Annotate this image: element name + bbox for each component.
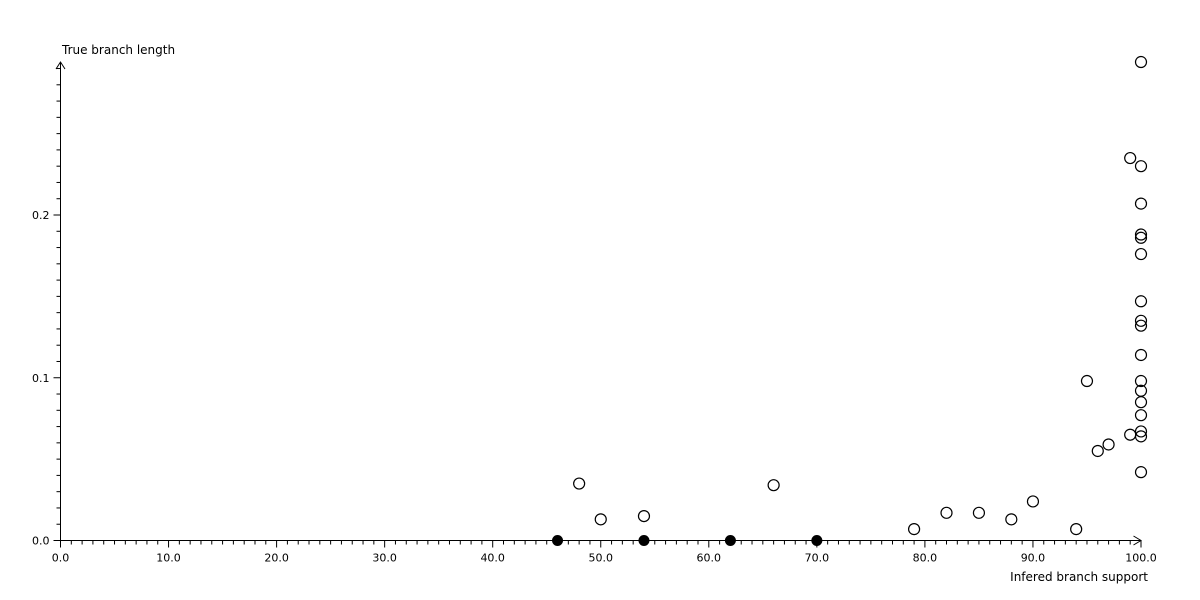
data-point-open — [767, 479, 780, 492]
data-point-open — [1134, 160, 1148, 173]
data-point-open — [1124, 428, 1137, 441]
data-point-open — [1134, 231, 1148, 244]
x-axis-ticks — [60, 540, 1142, 548]
data-points — [552, 55, 1148, 546]
x-axis-tick-labels: 0.0 10.0 20.0 30.0 40.0 50.0 60.0 70.0 80.0 90.0 1… — [52, 552, 1157, 565]
x-tick-label: 50.0 — [589, 552, 614, 565]
y-tick-label: 0.2 — [32, 209, 50, 222]
y-axis-ticks — [53, 68, 61, 541]
x-tick-label: 10.0 — [156, 552, 181, 565]
data-point-open — [1026, 495, 1040, 508]
data-point-open — [1134, 319, 1148, 332]
x-tick-label: 90.0 — [1021, 552, 1046, 565]
y-axis-tick-labels: 0.0 0.1 0.2 — [32, 209, 50, 548]
data-point-open — [940, 506, 953, 519]
data-point-open — [1005, 513, 1018, 526]
data-point-filled — [724, 535, 736, 546]
data-point-open — [1134, 247, 1148, 261]
data-point-open — [1134, 466, 1148, 479]
x-axis-title: Infered branch support — [1010, 570, 1148, 584]
data-point-filled — [552, 535, 564, 546]
data-point-filled — [638, 535, 650, 546]
x-tick-label: 100.0 — [1125, 552, 1157, 565]
data-point-open — [1134, 197, 1148, 210]
data-point-open — [1134, 425, 1148, 438]
data-point-open — [1124, 151, 1137, 165]
data-point-open — [1134, 348, 1148, 362]
data-point-open — [573, 477, 586, 490]
data-point-open — [1134, 55, 1148, 69]
data-point-open — [1134, 409, 1148, 422]
data-point-open — [637, 509, 651, 523]
data-point-open — [1134, 430, 1148, 443]
data-point-open — [1134, 314, 1148, 327]
data-point-filled — [811, 535, 823, 546]
y-tick-label: 0.1 — [32, 372, 50, 385]
x-tick-label: 40.0 — [480, 552, 505, 565]
x-tick-label: 20.0 — [264, 552, 289, 565]
x-tick-label: 70.0 — [805, 552, 830, 565]
data-point-open — [1134, 295, 1148, 308]
data-point-open — [1134, 228, 1148, 241]
x-tick-label: 30.0 — [372, 552, 397, 565]
x-tick-label: 0.0 — [52, 552, 70, 565]
y-axis-arrow-icon — [55, 61, 66, 70]
data-point-open — [1091, 444, 1104, 458]
data-point-open — [972, 506, 986, 519]
data-point-open — [1134, 396, 1148, 409]
data-point-open — [907, 523, 921, 536]
data-point-open — [1080, 374, 1094, 388]
x-tick-label: 60.0 — [697, 552, 722, 565]
x-tick-label: 80.0 — [913, 552, 938, 565]
data-point-open — [1070, 523, 1083, 536]
data-point-open — [1102, 438, 1115, 451]
data-point-open — [594, 513, 607, 526]
data-point-open — [1134, 374, 1148, 388]
y-axis-title: True branch length — [61, 43, 175, 57]
y-tick-label: 0.0 — [32, 535, 50, 548]
